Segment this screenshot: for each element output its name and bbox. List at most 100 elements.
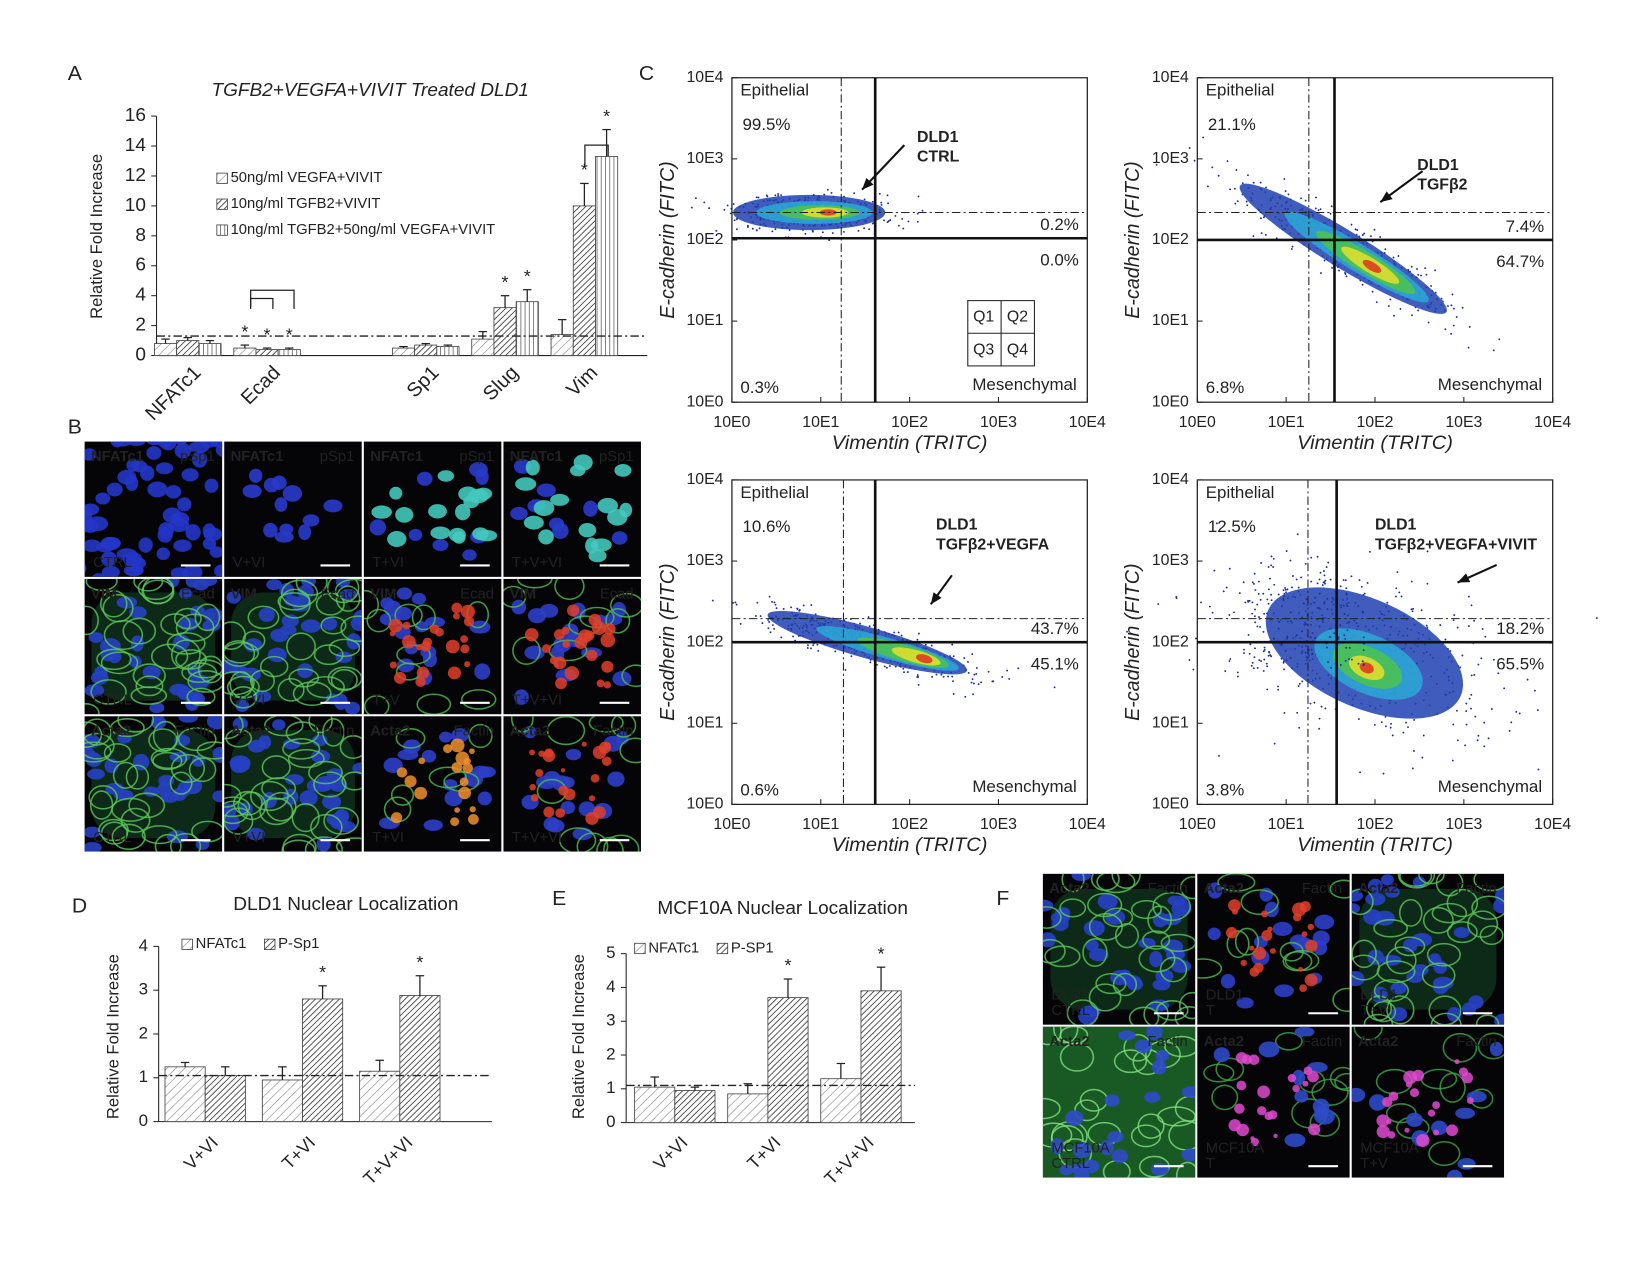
event-dot bbox=[1470, 707, 1472, 710]
event-dot bbox=[1452, 307, 1455, 310]
nucleus bbox=[1236, 997, 1254, 1009]
event-dot bbox=[1262, 670, 1265, 672]
bar bbox=[767, 997, 809, 1124]
nucleus bbox=[299, 790, 318, 806]
event-dot bbox=[758, 227, 761, 230]
nucleus bbox=[1083, 920, 1105, 937]
event-dot bbox=[1251, 612, 1254, 615]
stain-blob bbox=[1261, 910, 1269, 918]
cell-outline bbox=[128, 792, 166, 819]
stain-blob bbox=[1261, 929, 1273, 941]
event-dot bbox=[1470, 693, 1473, 696]
cell-outline bbox=[1351, 954, 1380, 981]
cell-outline bbox=[428, 766, 467, 789]
event-dot bbox=[1321, 584, 1324, 587]
event-dot bbox=[1354, 228, 1357, 231]
event-dot bbox=[759, 615, 762, 618]
event-dot bbox=[1474, 715, 1477, 718]
cell-outline bbox=[187, 670, 223, 693]
x-axis-label: Vimentin (TRITC) bbox=[832, 432, 988, 454]
cell-outline bbox=[197, 655, 223, 684]
bar bbox=[572, 205, 596, 356]
micrograph bbox=[510, 454, 633, 563]
condition-label: CTRL bbox=[93, 693, 132, 709]
event-dot bbox=[1348, 658, 1350, 661]
event-dot bbox=[1305, 598, 1308, 600]
stain-blob bbox=[396, 767, 408, 778]
legend-swatch bbox=[634, 942, 646, 955]
y-tick-label: 3 bbox=[606, 1011, 615, 1030]
y-axis-label: Relative Fold Increase bbox=[87, 154, 106, 319]
nucleus bbox=[1220, 973, 1236, 989]
event-dot bbox=[1342, 604, 1345, 607]
stain-blob bbox=[415, 676, 426, 688]
event-dot bbox=[1389, 298, 1392, 301]
event-dot bbox=[887, 202, 890, 205]
cell-outline bbox=[416, 693, 452, 715]
cell-outline bbox=[1398, 898, 1423, 927]
event-dot bbox=[1053, 686, 1056, 689]
event-dot bbox=[1346, 629, 1349, 632]
event-dot bbox=[1467, 595, 1470, 598]
stain-blob bbox=[578, 629, 593, 643]
event-dot bbox=[1269, 577, 1271, 580]
stain-blob bbox=[460, 604, 475, 619]
event-dot bbox=[1252, 235, 1255, 238]
counterstain-label: Factin bbox=[1302, 881, 1342, 897]
cell-outline bbox=[265, 791, 297, 822]
nucleus bbox=[1292, 1069, 1306, 1086]
cell-outline bbox=[313, 771, 347, 798]
event-dot bbox=[1322, 570, 1325, 572]
x-tick-label: T+VI bbox=[743, 1132, 784, 1173]
stain-blob bbox=[585, 811, 599, 825]
stain-blob bbox=[416, 666, 430, 679]
x-tick-label: Ecad bbox=[237, 362, 285, 409]
nucleus bbox=[339, 589, 358, 601]
y-tick-label: 1 bbox=[606, 1078, 615, 1097]
nucleus bbox=[84, 448, 97, 461]
bar bbox=[471, 338, 495, 356]
quadrant-percent: 18.2% bbox=[1496, 619, 1544, 638]
bar bbox=[493, 307, 517, 356]
x-axis-label: Vimentin (TRITC) bbox=[1297, 834, 1453, 856]
event-dot bbox=[810, 647, 812, 650]
event-dot bbox=[1251, 581, 1254, 584]
event-dot bbox=[1468, 325, 1471, 328]
stain-blob bbox=[1305, 939, 1318, 953]
event-dot bbox=[980, 681, 983, 684]
nucleus bbox=[421, 749, 437, 763]
quadrant-percent: 6.8% bbox=[1206, 378, 1245, 397]
nucleus bbox=[1380, 874, 1394, 886]
event-dot bbox=[1211, 166, 1214, 169]
nucleus bbox=[578, 522, 597, 538]
marker-label: VIM bbox=[370, 586, 396, 602]
event-dot bbox=[1425, 273, 1428, 276]
event-dot bbox=[952, 655, 955, 658]
event-dot bbox=[1283, 668, 1285, 671]
nucleus bbox=[1085, 939, 1099, 952]
cell-outline bbox=[1282, 951, 1313, 972]
cell-outline bbox=[335, 837, 362, 852]
nucleus bbox=[614, 464, 632, 477]
event-dot bbox=[1320, 272, 1322, 274]
chart-title: TGFB2+VEGFA+VIVIT Treated DLD1 bbox=[211, 79, 528, 100]
event-dot bbox=[1241, 182, 1244, 185]
nucleus bbox=[88, 632, 104, 643]
event-dot bbox=[1265, 186, 1267, 189]
nucleus bbox=[1294, 1026, 1315, 1038]
marker-label: Acta2 bbox=[1204, 1034, 1244, 1050]
cell-outline bbox=[1240, 889, 1279, 916]
y-tick-label: 10 bbox=[125, 194, 146, 215]
marker-label: Acta2 bbox=[1204, 881, 1244, 897]
cell-outline bbox=[133, 578, 164, 592]
nucleus bbox=[1272, 921, 1293, 937]
stain-blob bbox=[1252, 946, 1267, 960]
event-dot bbox=[1410, 265, 1413, 268]
marker-label: Acta2 bbox=[1049, 881, 1089, 897]
event-dot bbox=[1386, 601, 1389, 604]
event-dot bbox=[751, 227, 754, 230]
event-dot bbox=[1277, 627, 1280, 630]
nucleus bbox=[178, 716, 198, 723]
stain-blob bbox=[1302, 1080, 1309, 1087]
y-tick-label: 10E0 bbox=[1152, 796, 1189, 813]
